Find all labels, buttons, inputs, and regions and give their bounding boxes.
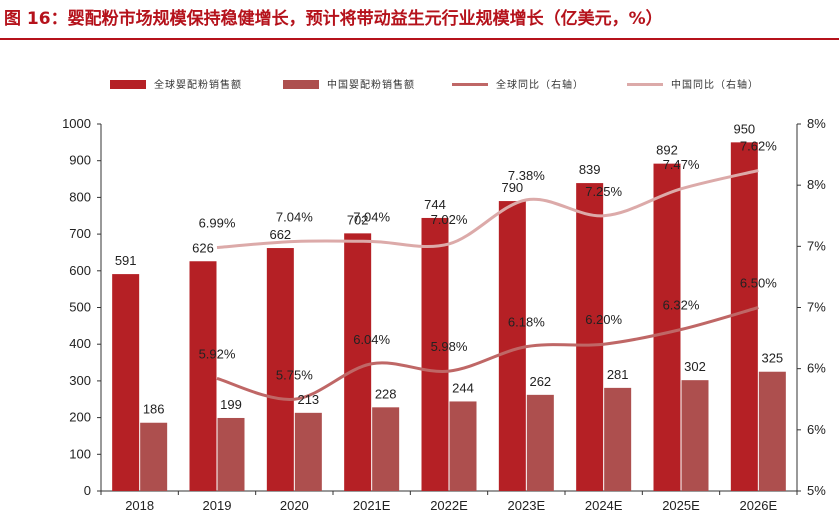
left-tick-label: 800: [69, 189, 91, 204]
global-sales-label: 950: [733, 121, 755, 136]
china-sales-label: 281: [607, 367, 629, 382]
x-tick-label: 2024E: [585, 498, 623, 513]
china-yoy-label: 7.62%: [740, 138, 777, 153]
global-sales-label: 591: [115, 253, 137, 268]
right-tick-label: 7%: [807, 300, 826, 315]
global-sales-bar: [112, 274, 140, 491]
china-yoy-label: 7.47%: [663, 157, 700, 172]
china-yoy-line: [216, 169, 759, 250]
bars: [112, 142, 786, 492]
china-sales-label: 262: [529, 374, 551, 389]
china-yoy-label: 7.25%: [585, 184, 622, 199]
china-sales-bar: [758, 371, 786, 491]
china-yoy-label: 7.02%: [431, 212, 468, 227]
global-sales-label: 790: [501, 180, 523, 195]
china-sales-bar: [140, 422, 168, 491]
global-sales-bar: [344, 233, 372, 491]
right-tick-label: 6%: [807, 361, 826, 376]
x-tick-label: 2025E: [662, 498, 700, 513]
china-yoy-label: 7.04%: [353, 209, 390, 224]
left-tick-label: 200: [69, 410, 91, 425]
left-tick-label: 100: [69, 446, 91, 461]
china-sales-label: 302: [684, 359, 706, 374]
global-sales-bar: [730, 142, 758, 491]
china-sales-label: 244: [452, 380, 474, 395]
x-tick-label: 2026E: [740, 498, 778, 513]
global-sales-bar: [653, 163, 681, 492]
global-sales-bar: [576, 183, 604, 491]
right-tick-label: 8%: [807, 116, 826, 131]
data-labels: 591 626 662 702 744 790 839 892 950 186 199 213 228 2…: [115, 121, 783, 416]
title-divider: [0, 38, 839, 40]
global-yoy-label: 5.75%: [276, 367, 313, 382]
legend-label: 中国婴配粉销售额: [327, 78, 415, 91]
global-sales-bar: [266, 248, 294, 491]
left-tick-label: 400: [69, 336, 91, 351]
global-yoy-label: 6.20%: [585, 312, 622, 327]
global-sales-label: 839: [579, 162, 601, 177]
global-yoy-label: 6.04%: [353, 332, 390, 347]
china-sales-bar: [217, 417, 245, 491]
china-sales-bar: [526, 394, 554, 491]
legend: 全球婴配粉销售额 中国婴配粉销售额 全球同比（右轴） 中国同比（右轴）: [110, 78, 759, 91]
legend-label: 全球同比（右轴）: [496, 78, 584, 91]
china-sales-label: 228: [375, 386, 397, 401]
global-sales-bar: [421, 217, 449, 491]
china-sales-bar: [294, 412, 322, 491]
right-tick-label: 7%: [807, 238, 826, 253]
china-sales-bar: [372, 407, 400, 491]
china-sales-bar: [449, 401, 477, 491]
global-yoy-line: [216, 306, 759, 401]
right-tick-label: 8%: [807, 177, 826, 192]
left-tick-label: 900: [69, 153, 91, 168]
global-sales-label: 662: [269, 227, 291, 242]
china-yoy-label: 7.04%: [276, 209, 313, 224]
legend-label: 全球婴配粉销售额: [154, 78, 242, 91]
x-tick-label: 2020: [280, 498, 309, 513]
global-sales-label: 744: [424, 197, 446, 212]
left-tick-label: 1000: [62, 116, 91, 131]
global-sales-label: 626: [192, 240, 214, 255]
x-tick-label: 2019: [203, 498, 232, 513]
x-tick-label: 2022E: [430, 498, 468, 513]
chart: 全球婴配粉销售额 中国婴配粉销售额 全球同比（右轴） 中国同比（右轴） 0 100 200…: [62, 78, 826, 513]
china-sales-bar: [604, 387, 632, 491]
global-sales-bar: [189, 261, 217, 491]
x-tick-label: 2018: [125, 498, 154, 513]
left-tick-label: 0: [84, 483, 91, 498]
left-tick-label: 300: [69, 373, 91, 388]
global-yoy-label: 5.92%: [199, 346, 236, 361]
global-yoy-label: 6.32%: [663, 298, 700, 313]
left-tick-label: 600: [69, 263, 91, 278]
right-tick-label: 5%: [807, 483, 826, 498]
china-sales-label: 213: [297, 392, 319, 407]
china-yoy-label: 7.38%: [508, 168, 545, 183]
global-yoy-label: 5.98%: [431, 339, 468, 354]
global-yoy-label: 6.18%: [508, 315, 545, 330]
left-tick-label: 700: [69, 226, 91, 241]
global-sales-label: 702: [347, 212, 369, 227]
legend-label: 中国同比（右轴）: [671, 78, 759, 91]
x-tick-label: 2023E: [508, 498, 546, 513]
lines: [216, 169, 759, 401]
global-sales-bar: [498, 201, 526, 491]
china-sales-label: 186: [143, 402, 165, 417]
x-tick-label: 2021E: [353, 498, 391, 513]
global-sales-label: 892: [656, 143, 678, 158]
chart-title: 图 16：婴配粉市场规模保持稳健增长，预计将带动益生元行业规模增长（亿美元，%）: [4, 9, 663, 29]
china-sales-bar: [681, 380, 709, 491]
china-sales-label: 199: [220, 397, 242, 412]
right-tick-label: 6%: [807, 422, 826, 437]
axes: 0 100 200 300 400 500 600 700 800 900 1000 5% 6% 6% 7%…: [62, 116, 826, 513]
legend-swatch: [283, 80, 319, 89]
china-yoy-label: 6.99%: [199, 216, 236, 231]
china-sales-label: 325: [761, 351, 783, 366]
legend-swatch: [110, 80, 146, 89]
global-yoy-label: 6.50%: [740, 276, 777, 291]
left-tick-label: 500: [69, 300, 91, 315]
